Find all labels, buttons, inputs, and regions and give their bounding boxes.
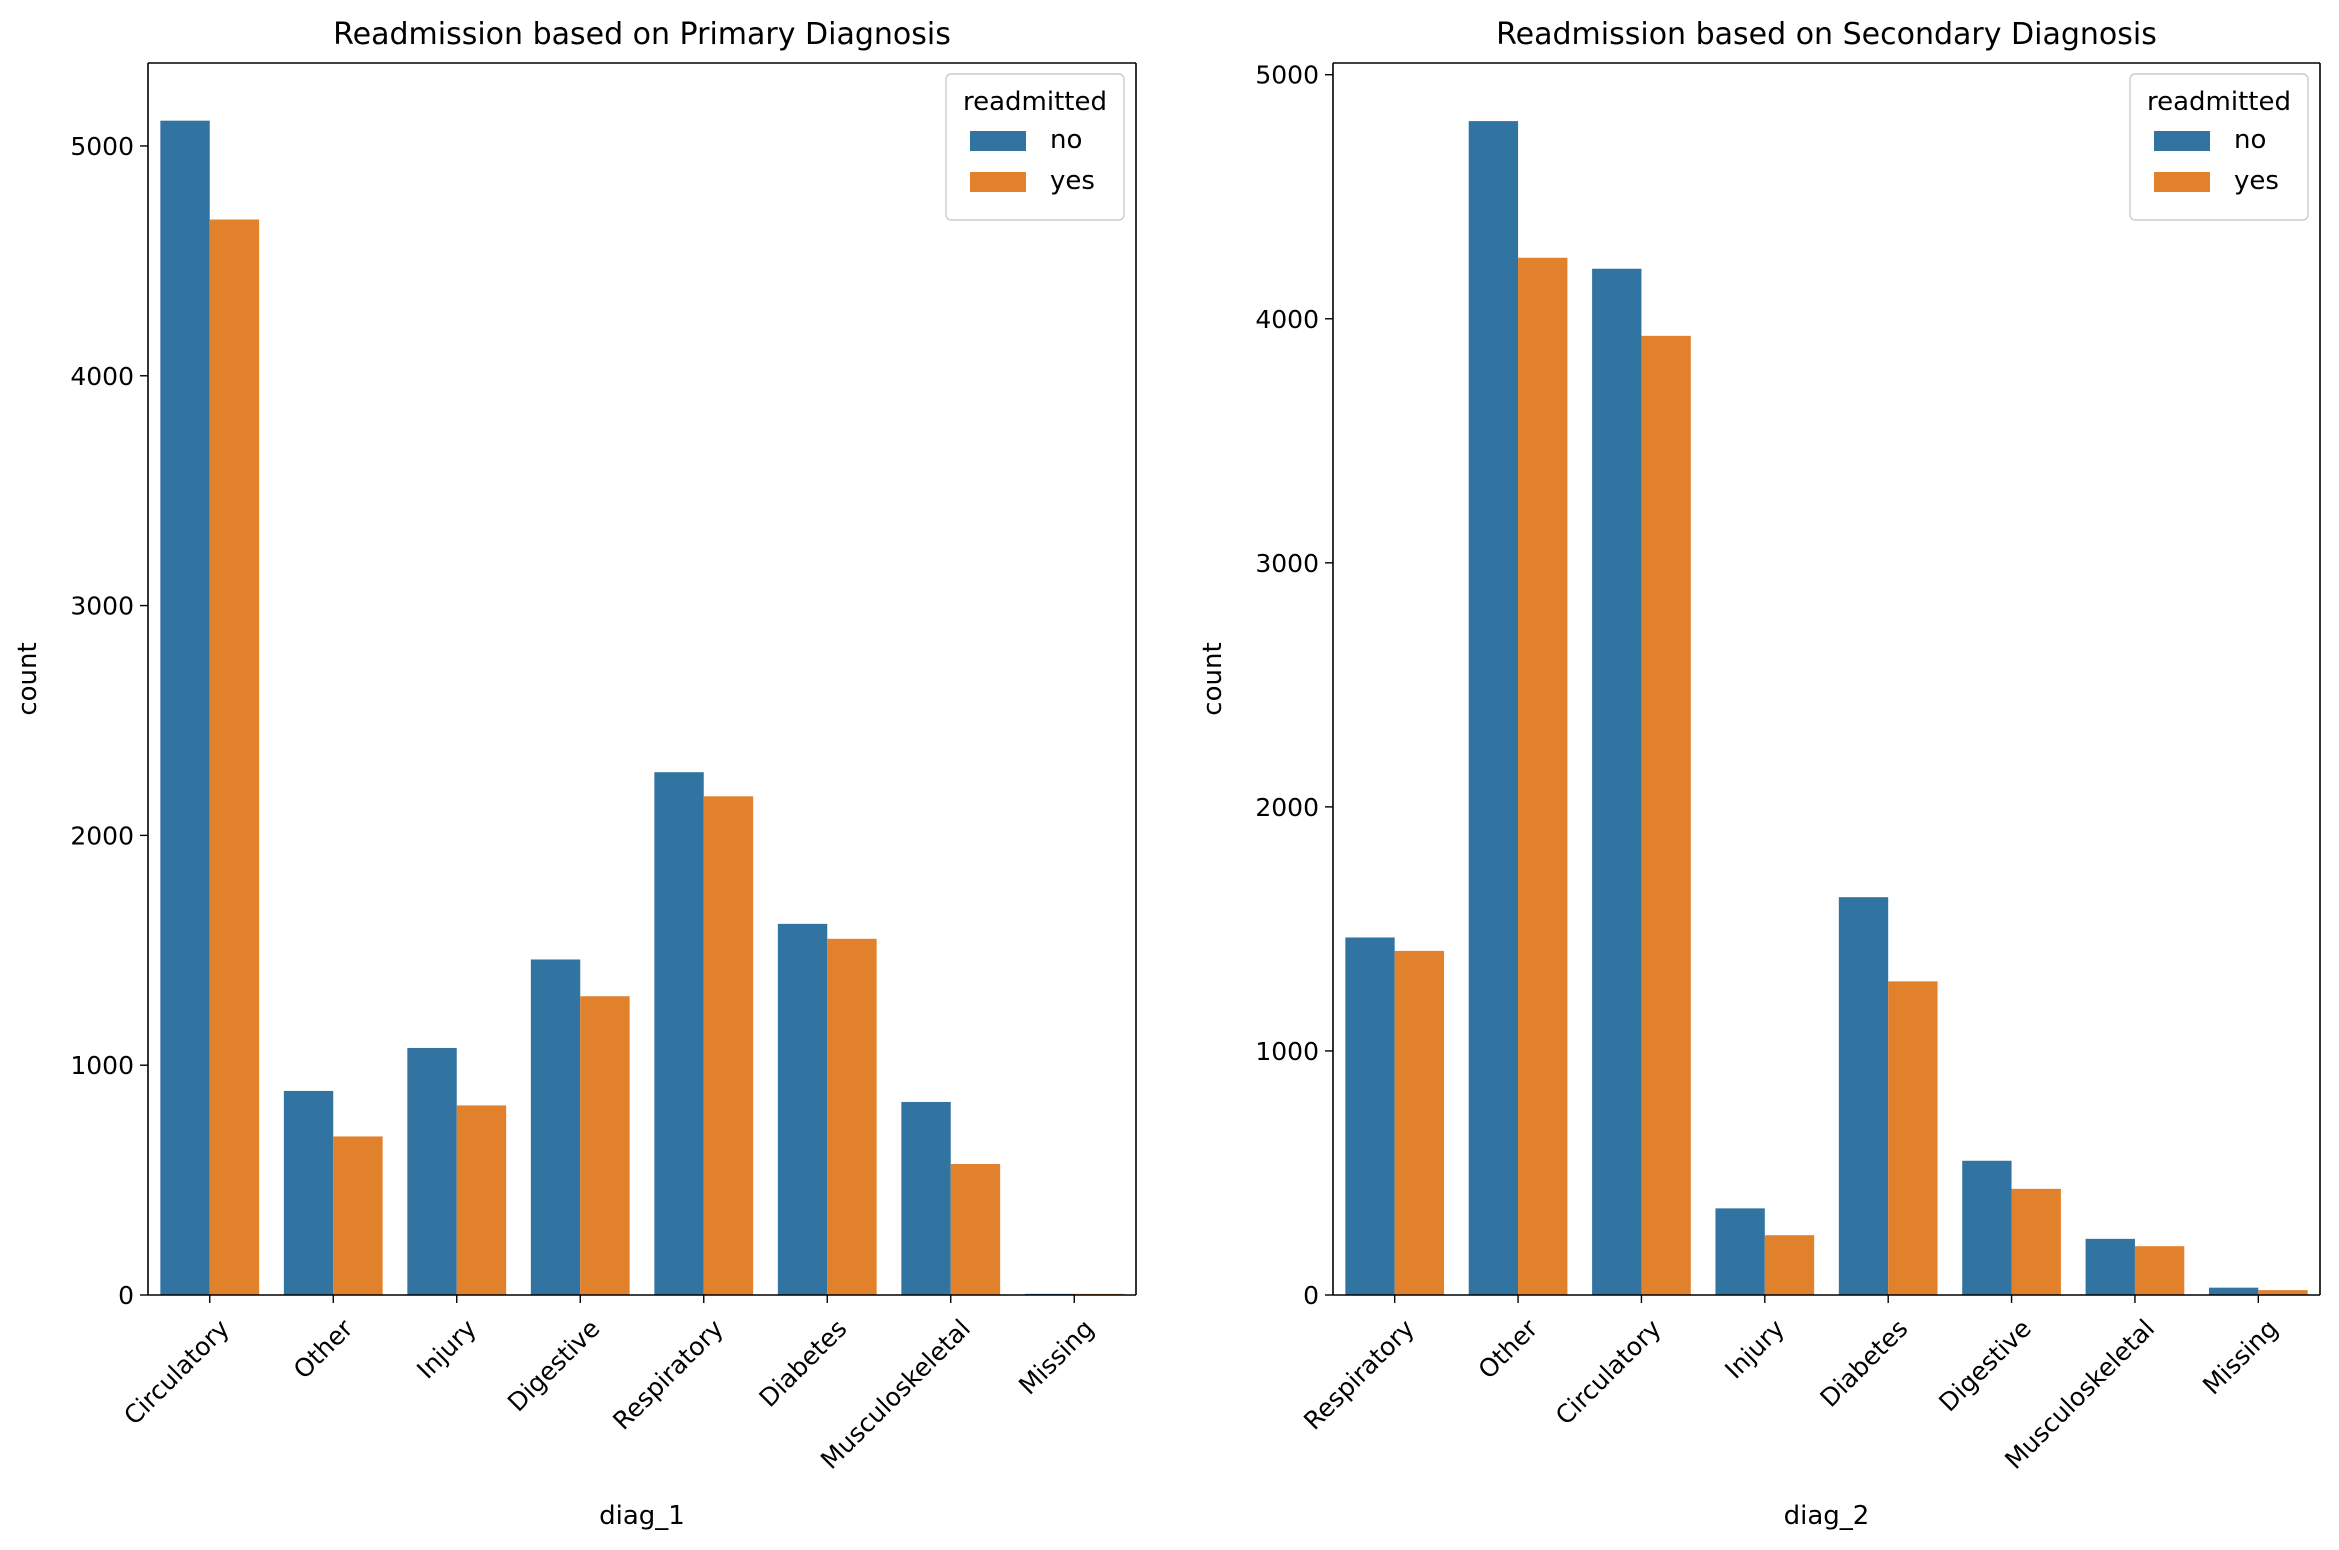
bar-no-digestive [530,959,581,1295]
x-tick-label: Digestive [502,1314,606,1418]
y-axis-label: count [1198,642,1228,715]
x-tick-label: Other [1473,1313,1544,1384]
bar-yes-respiratory [703,796,754,1295]
legend-label-yes: yes [1050,166,1095,196]
x-axis-label: diag_1 [599,1501,685,1531]
y-tick-label: 3000 [70,592,134,621]
bar-yes-other [1518,257,1568,1295]
legend-swatch-yes [2154,172,2210,192]
bar-no-diabetes [777,923,828,1295]
axes-frame [147,62,1137,1296]
y-tick-label: 2000 [1255,793,1319,822]
legend: readmitted no yes [945,73,1125,221]
y-tick-label: 4000 [1255,305,1319,334]
bar-no-injury [407,1047,457,1295]
bar-yes-other [333,1136,383,1295]
legend-label-no: no [2234,125,2266,155]
legend-title: readmitted [963,87,1107,117]
bar-no-injury [1715,1208,1765,1295]
bar-yes-circulatory [209,219,260,1296]
chart-title: Readmission based on Secondary Diagnosis [1496,17,2157,52]
x-tick-label: Circulatory [118,1314,235,1431]
y-tick-label: 1000 [70,1051,134,1080]
legend-label-yes: yes [2234,166,2279,196]
bar-yes-circulatory [1641,335,1691,1295]
bar-no-circulatory [1592,268,1642,1295]
bar-yes-injury [456,1105,507,1295]
bar-yes-missing [2258,1290,2308,1295]
y-tick-label: 5000 [1255,61,1319,90]
legend-swatch-yes [970,172,1026,192]
bar-yes-musculoskeletal [2134,1246,2185,1295]
y-tick-label: 3000 [1255,549,1319,578]
x-axis-label: diag_2 [1784,1501,1870,1531]
legend-title: readmitted [2147,87,2291,117]
chart-title: Readmission based on Primary Diagnosis [333,17,951,52]
x-tick-label: Digestive [1933,1314,2037,1418]
bar-no-respiratory [1345,937,1395,1295]
y-tick-label: 4000 [70,362,134,391]
y-tick-label: 0 [118,1281,134,1310]
bar-yes-diabetes [1888,981,1938,1295]
y-tick-label: 1000 [1255,1037,1319,1066]
x-tick-label: Injury [1719,1314,1790,1385]
axes-frame [1332,62,2321,1296]
bar-no-musculoskeletal [901,1101,951,1295]
bar-no-musculoskeletal [2085,1238,2135,1295]
x-tick-label: Diabetes [1814,1314,1913,1413]
x-tick-label: Circulatory [1550,1314,1667,1431]
y-axis-label: count [13,642,43,715]
bar-no-diabetes [1838,897,1889,1295]
bar-yes-injury [1764,1235,1815,1295]
bar-no-circulatory [160,120,210,1296]
chart-primary-diagnosis: 0 1000 2000 3000 4000 5000 Circulatory Other Inj… [13,17,1137,1531]
chart-secondary-diagnosis: 0 1000 2000 3000 4000 5000 Respiratory Other Cir… [1198,17,2321,1531]
bar-no-digestive [1962,1160,2012,1295]
bar-yes-diabetes [827,938,877,1295]
legend-label-no: no [1050,125,1082,155]
bar-yes-digestive [580,996,630,1295]
x-tick-label: Respiratory [1298,1314,1420,1436]
y-tick-label: 2000 [70,821,134,850]
bar-no-respiratory [654,772,704,1295]
x-tick-label: Other [288,1313,359,1384]
bar-no-other [1468,121,1519,1296]
x-tick-label: Missing [2197,1314,2283,1400]
y-tick-label: 0 [1303,1281,1319,1310]
bar-no-missing [2208,1287,2259,1295]
legend-swatch-no [970,131,1026,151]
bar-yes-musculoskeletal [950,1164,1001,1295]
legend: readmitted no yes [2129,73,2309,221]
x-tick-label: Respiratory [607,1314,729,1436]
legend-swatch-no [2154,131,2210,151]
bar-yes-digestive [2011,1188,2061,1295]
x-tick-label: Injury [411,1314,482,1385]
y-tick-label: 5000 [70,132,134,161]
bar-yes-respiratory [1394,950,1445,1295]
x-tick-label: Diabetes [754,1314,853,1413]
x-tick-label: Missing [1013,1314,1099,1400]
bar-no-other [283,1090,334,1295]
